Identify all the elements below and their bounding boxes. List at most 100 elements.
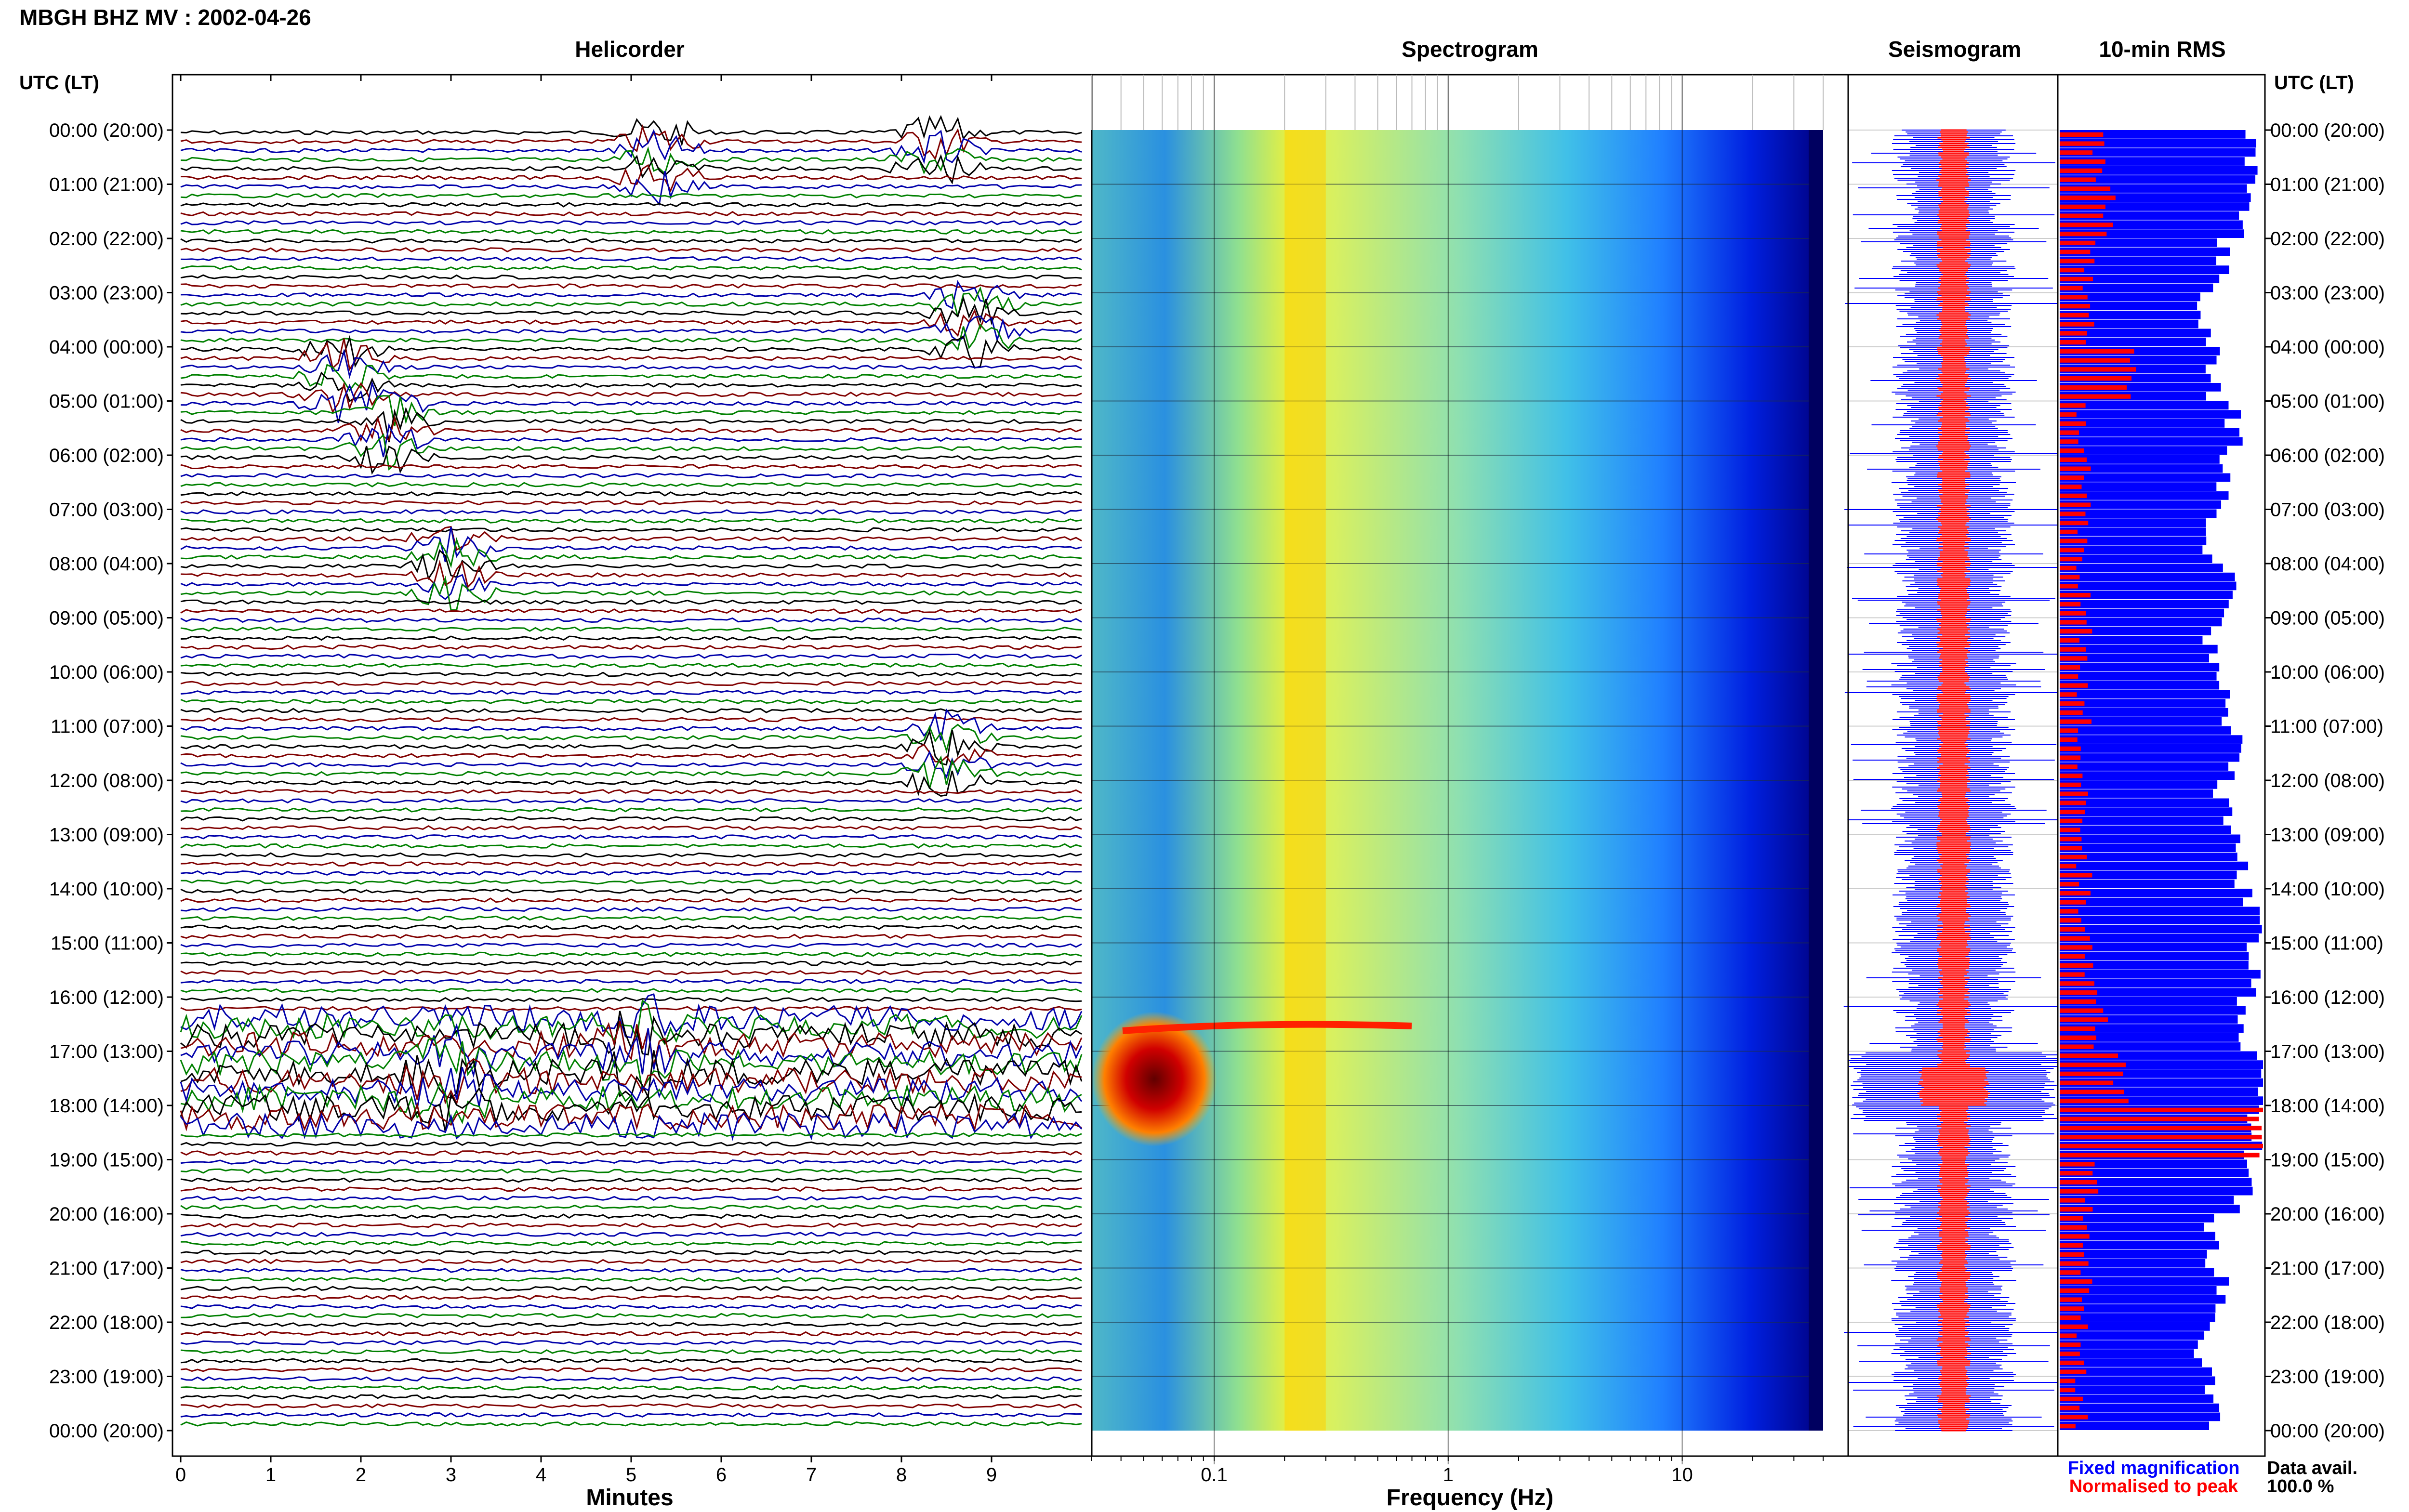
rms-peak-bar bbox=[2060, 837, 2082, 841]
rms-peak-bar bbox=[2060, 665, 2080, 670]
rms-peak-bar bbox=[2060, 1351, 2080, 1356]
helicorder-trace-line bbox=[180, 280, 1082, 309]
rms-fixed-bar bbox=[2060, 455, 2220, 464]
helicorder-trace-line bbox=[180, 834, 1082, 840]
rms-fixed-bar bbox=[2060, 897, 2243, 907]
rms-fixed-bar bbox=[2060, 979, 2251, 988]
seismogram-normalised-trace bbox=[1917, 129, 1990, 1432]
helicorder-trace-line bbox=[180, 129, 1082, 164]
helicorder-trace-line bbox=[180, 1403, 1082, 1409]
helicorder-trace-line bbox=[180, 816, 1082, 822]
helicorder-trace-line bbox=[180, 473, 1082, 479]
rms-fixed-bar bbox=[2060, 816, 2224, 825]
helicorder-trace-line bbox=[180, 527, 1082, 533]
data-availability-value: 100.0 % bbox=[2267, 1476, 2334, 1497]
rms-title: 10-min RMS bbox=[2099, 37, 2225, 62]
rms-fixed-bar bbox=[2060, 762, 2229, 771]
helicorder-trace-line bbox=[180, 1240, 1082, 1246]
helicorder-trace-line bbox=[180, 154, 1082, 184]
rms-peak-bar bbox=[2060, 421, 2086, 426]
time-label-left: 11:00 (07:00) bbox=[51, 716, 164, 737]
rms-peak-bar bbox=[2060, 1216, 2083, 1221]
rms-peak-bar bbox=[2060, 1207, 2093, 1212]
rms-peak-bar bbox=[2060, 1297, 2082, 1302]
rms-peak-bar bbox=[2060, 548, 2084, 552]
rms-peak-bar bbox=[2060, 1261, 2089, 1266]
rms-fixed-bar bbox=[2060, 870, 2237, 880]
rms-peak-bar bbox=[2060, 954, 2085, 959]
rms-fixed-bar bbox=[2060, 473, 2231, 482]
rms-peak-bar bbox=[2060, 575, 2080, 579]
rms-peak-bar bbox=[2060, 1198, 2085, 1203]
rms-peak-bar bbox=[2060, 168, 2103, 173]
rms-peak-bar bbox=[2060, 1180, 2097, 1185]
helicorder-trace-line bbox=[181, 879, 1082, 885]
helicorder-trace-line bbox=[180, 960, 1082, 966]
rms-fixed-bar bbox=[2060, 1196, 2234, 1205]
rms-fixed-bar bbox=[2060, 1412, 2221, 1421]
rms-fixed-bar bbox=[2060, 834, 2240, 843]
helicorder-trace-line bbox=[180, 526, 1082, 551]
rms-fixed-bar bbox=[2060, 780, 2218, 789]
helicorder-trace-line bbox=[180, 549, 1082, 580]
rms-panel bbox=[2057, 74, 2266, 1457]
time-label-right: 15:00 (11:00) bbox=[2270, 933, 2383, 954]
minutes-tick-label: 2 bbox=[356, 1464, 366, 1486]
rms-peak-bar bbox=[2060, 493, 2087, 499]
rms-fixed-bar bbox=[2060, 825, 2231, 834]
rms-peak-bar bbox=[2060, 1423, 2076, 1429]
helicorder-trace-line bbox=[180, 1177, 1082, 1183]
time-label-right: 19:00 (15:00) bbox=[2270, 1150, 2385, 1171]
helicorder-trace-line bbox=[180, 526, 1082, 563]
rms-peak-bar bbox=[2060, 556, 2082, 562]
helicorder-trace-line bbox=[180, 1168, 1082, 1174]
rms-peak-bar bbox=[2060, 1387, 2076, 1393]
helicorder-panel bbox=[172, 74, 1093, 1457]
rms-peak-bar bbox=[2060, 250, 2091, 254]
rms-peak-bar bbox=[2060, 1162, 2095, 1167]
helicorder-trace-line bbox=[180, 999, 1083, 1046]
frequency-tick-label: 10 bbox=[1671, 1464, 1693, 1486]
helicorder-trace-line bbox=[180, 500, 1082, 506]
helicorder-trace-line bbox=[180, 689, 1082, 695]
rms-peak-bar bbox=[2060, 186, 2111, 191]
time-label-right: 12:00 (08:00) bbox=[2270, 770, 2385, 791]
helicorder-trace-line bbox=[180, 608, 1082, 614]
spectrogram-panel bbox=[1091, 74, 1849, 1457]
time-label-right: 10:00 (06:00) bbox=[2270, 662, 2385, 683]
helicorder-trace-line bbox=[180, 662, 1082, 668]
time-label-left: 12:00 (08:00) bbox=[49, 770, 164, 791]
rms-peak-bar bbox=[2060, 900, 2086, 905]
rms-peak-bar bbox=[2060, 403, 2086, 408]
helicorder-trace-line bbox=[180, 1276, 1082, 1282]
time-label-right: 04:00 (00:00) bbox=[2270, 337, 2385, 358]
rms-fixed-bar bbox=[2060, 329, 2211, 338]
rms-peak-bar bbox=[2060, 728, 2078, 733]
rms-peak-bar bbox=[2060, 231, 2107, 237]
rms-fixed-bar bbox=[2060, 943, 2247, 952]
helicorder-trace-line bbox=[180, 1421, 1082, 1427]
rms-fixed-bar bbox=[2060, 654, 2209, 663]
rms-fixed-bar bbox=[2060, 1349, 2194, 1358]
rms-peak-bar bbox=[2060, 331, 2087, 336]
rms-fixed-bar bbox=[2060, 1358, 2202, 1367]
rms-peak-bar bbox=[2060, 466, 2091, 471]
time-label-right: 21:00 (17:00) bbox=[2270, 1258, 2385, 1279]
rms-fixed-bar bbox=[2060, 1403, 2220, 1412]
time-label-left: 03:00 (23:00) bbox=[49, 283, 164, 304]
rms-fixed-bar bbox=[2060, 265, 2229, 274]
helicorder-trace-line bbox=[180, 433, 1082, 471]
helicorder-trace-line bbox=[180, 1349, 1082, 1354]
helicorder-trace-line bbox=[180, 993, 1083, 1039]
time-label-left: 22:00 (18:00) bbox=[49, 1312, 164, 1333]
helicorder-trace-line bbox=[180, 407, 1082, 443]
helicorder-trace-line bbox=[180, 338, 1082, 371]
rms-peak-bar bbox=[2060, 972, 2085, 977]
time-labels-right: 00:00 (20:00) 01:00 (21:00) 02:00 (22:00) 0… bbox=[2265, 120, 2385, 1442]
rms-fixed-bar bbox=[2060, 1313, 2215, 1322]
rms-peak-bar bbox=[2060, 620, 2087, 625]
helicorder-trace-line bbox=[180, 315, 1082, 343]
helicorder-trace-line bbox=[180, 708, 1082, 713]
helicorder-trace-line bbox=[180, 1358, 1082, 1364]
time-label-left: 13:00 (09:00) bbox=[49, 825, 164, 846]
